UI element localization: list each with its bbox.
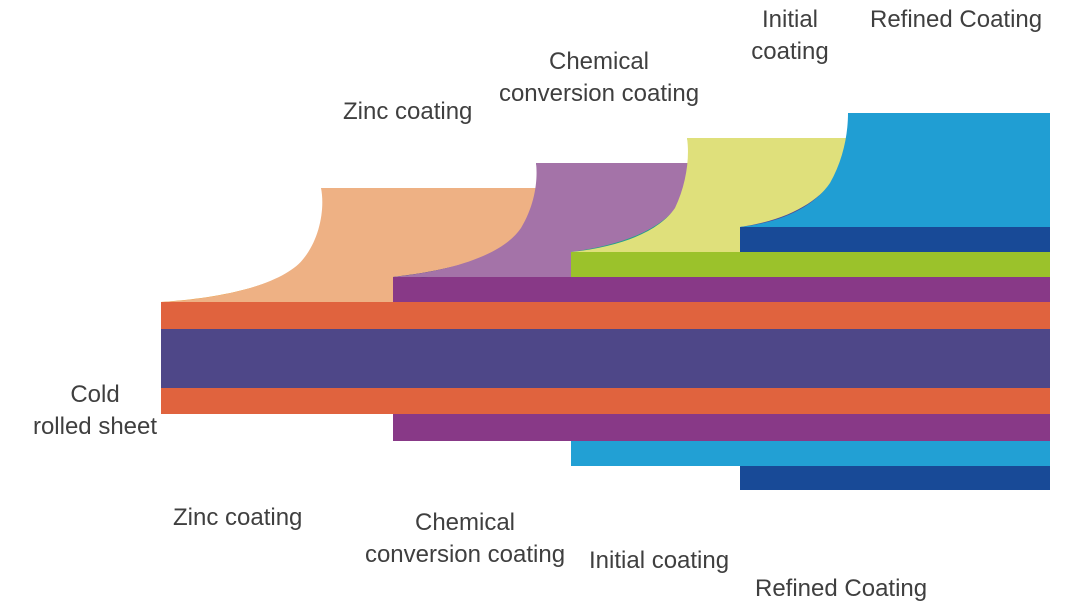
top-chemical-label: Chemical conversion coating: [490, 46, 708, 110]
top-initial-label-line2: coating: [751, 38, 829, 65]
top-initial-label: Initial coating: [740, 4, 840, 68]
bottom-chemical-label-line2: conversion coating: [364, 541, 566, 568]
bottom-refined-label: Refined Coating: [755, 575, 928, 602]
cold-rolled-sheet-label: Cold rolled sheet: [22, 379, 168, 443]
cold-rolled-core: [161, 329, 1050, 388]
refined-layer-bottom: [740, 466, 1050, 490]
refined-peel: [740, 113, 1050, 227]
initial-layer-bottom: [571, 441, 1050, 466]
bottom-initial-label: Initial coating: [589, 547, 730, 574]
initial-layer-top: [571, 252, 1050, 277]
cold-rolled-sheet-label-line2: rolled sheet: [32, 413, 158, 440]
top-zinc-label: Zinc coating: [343, 98, 473, 125]
bottom-zinc-label: Zinc coating: [173, 504, 303, 531]
chemical-layer-bottom: [393, 414, 1050, 441]
zinc-layer-bottom: [161, 388, 1050, 414]
bottom-chemical-label-line1: Chemical: [414, 509, 516, 536]
chemical-layer-top: [393, 277, 1050, 302]
top-chemical-label-line2: conversion coating: [498, 80, 700, 107]
top-chemical-label-line1: Chemical: [548, 48, 650, 75]
bottom-chemical-label: Chemical conversion coating: [355, 507, 575, 571]
zinc-layer-top: [161, 302, 1050, 329]
cold-rolled-sheet-label-line1: Cold: [70, 381, 120, 408]
top-initial-label-line1: Initial: [761, 6, 819, 33]
top-refined-label: Refined Coating: [870, 6, 1043, 33]
refined-layer-top: [740, 227, 1050, 252]
